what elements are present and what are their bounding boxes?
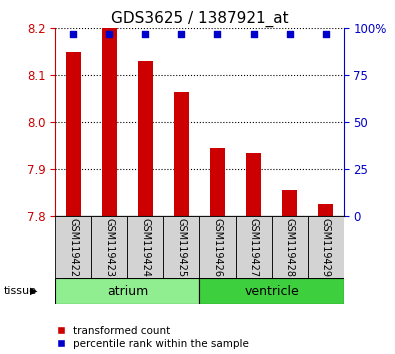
Text: GSM119423: GSM119423: [104, 218, 115, 277]
Point: [106, 31, 113, 37]
Bar: [174, 92, 189, 216]
Bar: [199, 278, 344, 304]
Text: GSM119429: GSM119429: [321, 218, 331, 277]
Text: GSM119427: GSM119427: [248, 218, 259, 277]
Bar: [102, 28, 117, 216]
Bar: [246, 153, 261, 216]
Bar: [235, 216, 272, 278]
Legend: transformed count, percentile rank within the sample: transformed count, percentile rank withi…: [56, 326, 249, 349]
Point: [322, 31, 329, 37]
Text: GSM119422: GSM119422: [68, 218, 78, 277]
Bar: [91, 216, 127, 278]
Bar: [210, 148, 225, 216]
Bar: [55, 216, 91, 278]
Text: ▶: ▶: [30, 286, 37, 296]
Text: atrium: atrium: [107, 285, 148, 298]
Text: GSM119426: GSM119426: [213, 218, 222, 277]
Point: [214, 31, 221, 37]
Bar: [272, 216, 308, 278]
Bar: [138, 61, 152, 216]
Text: tissue: tissue: [4, 286, 37, 296]
Bar: [66, 52, 81, 216]
Point: [70, 31, 77, 37]
Bar: [164, 216, 199, 278]
Point: [142, 31, 149, 37]
Bar: [282, 190, 297, 216]
Text: ventricle: ventricle: [244, 285, 299, 298]
Bar: [308, 216, 344, 278]
Text: GSM119428: GSM119428: [284, 218, 295, 277]
Bar: [127, 216, 164, 278]
Bar: [318, 204, 333, 216]
Text: GSM119425: GSM119425: [177, 218, 186, 277]
Point: [178, 31, 184, 37]
Text: GSM119424: GSM119424: [140, 218, 150, 277]
Title: GDS3625 / 1387921_at: GDS3625 / 1387921_at: [111, 11, 288, 27]
Bar: [199, 216, 235, 278]
Point: [286, 31, 293, 37]
Point: [250, 31, 257, 37]
Bar: [55, 278, 199, 304]
